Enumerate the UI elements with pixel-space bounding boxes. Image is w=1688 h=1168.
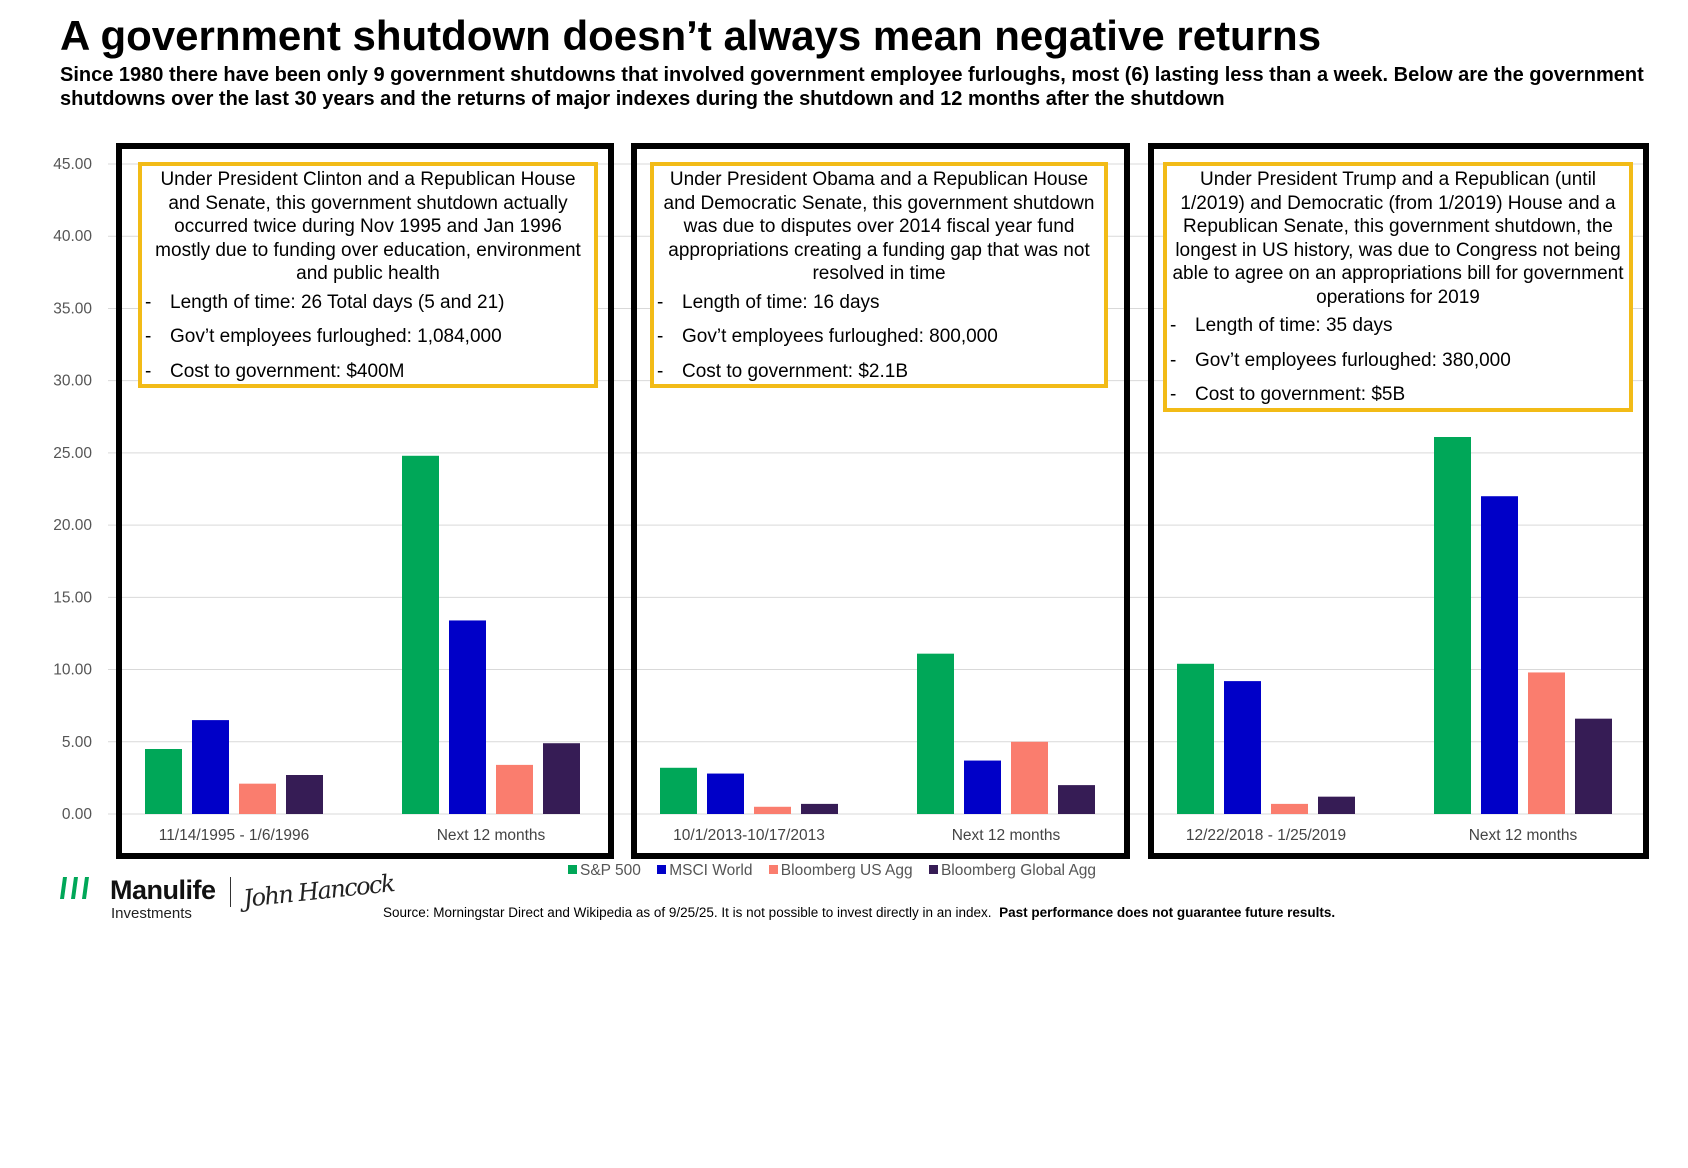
bar-bloomberg-us-agg xyxy=(1271,803,1308,814)
bar-msci-world xyxy=(192,720,229,814)
bar-bloomberg-global-agg xyxy=(1318,796,1355,814)
bar-msci-world xyxy=(964,760,1001,814)
legend-item-global-agg: Bloomberg Global Agg xyxy=(928,862,1097,880)
legend-item-us-agg: Bloomberg US Agg xyxy=(768,862,913,880)
y-tick-label: 15.00 xyxy=(53,589,92,606)
bar-bloomberg-global-agg xyxy=(1575,718,1612,814)
bar-s-p-500 xyxy=(145,749,182,814)
page-title: A government shutdown doesn’t always mea… xyxy=(60,12,1322,59)
bar-s-p-500 xyxy=(1177,663,1214,814)
bar-s-p-500 xyxy=(917,653,954,814)
panel-border xyxy=(631,143,1130,859)
x-category-label: 10/1/2013-10/17/2013 xyxy=(673,827,825,844)
annotation-bullet: Cost to government: $400M xyxy=(145,355,591,390)
bar-s-p-500 xyxy=(402,455,439,814)
x-category-label: Next 12 months xyxy=(437,827,546,844)
panel-border xyxy=(1148,143,1649,859)
bar-bloomberg-us-agg xyxy=(1011,741,1048,814)
legend-label: S&P 500 xyxy=(580,862,641,879)
source-disclaimer: Past performance does not guarantee futu… xyxy=(999,905,1336,920)
legend-item-msci-world: MSCI World xyxy=(657,862,752,880)
page-subtitle: Since 1980 there have been only 9 govern… xyxy=(60,64,1644,110)
annotation-intro: Under President Trump and a Republican (… xyxy=(1172,169,1624,308)
legend-label: Bloomberg Global Agg xyxy=(940,862,1097,879)
y-tick-label: 0.00 xyxy=(62,806,93,823)
legend-item-sp500: S&P 500 xyxy=(568,862,641,880)
y-tick-label: 40.00 xyxy=(53,228,92,245)
y-tick-label: 45.00 xyxy=(53,156,92,173)
annotation-intro: Under President Clinton and a Republican… xyxy=(155,169,581,284)
annotation-bullet: Length of time: 16 days xyxy=(657,286,1101,321)
y-tick-label: 10.00 xyxy=(53,662,92,679)
bar-bloomberg-global-agg xyxy=(801,803,838,814)
x-category-label: 11/14/1995 - 1/6/1996 xyxy=(159,827,310,844)
y-tick-label: 30.00 xyxy=(53,373,92,390)
brand-divider xyxy=(230,877,231,907)
annotation-trump: Under President Trump and a Republican (… xyxy=(1163,162,1633,412)
bar-msci-world xyxy=(707,773,744,814)
bar-s-p-500 xyxy=(1434,437,1471,814)
y-tick-label: 5.00 xyxy=(62,734,93,751)
annotation-bullet: Gov’t employees furloughed: 800,000 xyxy=(657,320,1101,355)
bar-msci-world xyxy=(1224,681,1261,814)
bar-msci-world xyxy=(1481,496,1518,814)
legend-swatch xyxy=(928,865,938,874)
bar-bloomberg-us-agg xyxy=(1528,672,1565,814)
legend-label: Bloomberg US Agg xyxy=(780,862,913,879)
bar-bloomberg-global-agg xyxy=(1058,785,1095,814)
source-text: Source: Morningstar Direct and Wikipedia… xyxy=(383,905,992,920)
legend-swatch xyxy=(568,865,577,874)
brand-subtitle: Investments xyxy=(111,905,192,922)
annotation-bullet: Length of time: 26 Total days (5 and 21) xyxy=(145,286,591,321)
chart-legend: S&P 500 MSCI World Bloomberg US Agg Bloo… xyxy=(568,862,1108,880)
panel-border xyxy=(116,143,614,859)
x-category-label: Next 12 months xyxy=(952,827,1061,844)
legend-swatch xyxy=(768,865,778,874)
bar-bloomberg-us-agg xyxy=(496,764,533,814)
x-category-label: 12/22/2018 - 1/25/2019 xyxy=(1186,827,1346,844)
annotation-clinton: Under President Clinton and a Republican… xyxy=(138,162,598,390)
x-category-label: Next 12 months xyxy=(1469,827,1578,844)
bar-bloomberg-global-agg xyxy=(286,775,323,814)
bar-msci-world xyxy=(449,620,486,814)
y-tick-label: 25.00 xyxy=(53,445,92,462)
legend-label: MSCI World xyxy=(669,862,753,879)
annotation-bullet: Cost to government: $5B xyxy=(1170,378,1626,413)
y-tick-label: 20.00 xyxy=(53,517,92,534)
brand-name: Manulife xyxy=(110,875,216,905)
manulife-logo-icon xyxy=(60,877,89,899)
bar-bloomberg-global-agg xyxy=(543,743,580,814)
annotation-bullet: Gov’t employees furloughed: 1,084,000 xyxy=(145,320,591,355)
annotation-bullet: Gov’t employees furloughed: 380,000 xyxy=(1170,344,1626,379)
y-tick-label: 35.00 xyxy=(53,300,92,317)
bar-s-p-500 xyxy=(660,767,697,814)
annotation-bullet: Cost to government: $2.1B xyxy=(657,355,1101,390)
legend-swatch xyxy=(657,865,667,874)
source-note: Source: Morningstar Direct and Wikipedia… xyxy=(383,905,1335,920)
annotation-intro: Under President Obama and a Republican H… xyxy=(663,169,1095,284)
bar-bloomberg-us-agg xyxy=(239,783,276,814)
bar-bloomberg-us-agg xyxy=(754,806,791,814)
annotation-obama: Under President Obama and a Republican H… xyxy=(650,162,1108,390)
annotation-bullet: Length of time: 35 days xyxy=(1170,309,1626,344)
